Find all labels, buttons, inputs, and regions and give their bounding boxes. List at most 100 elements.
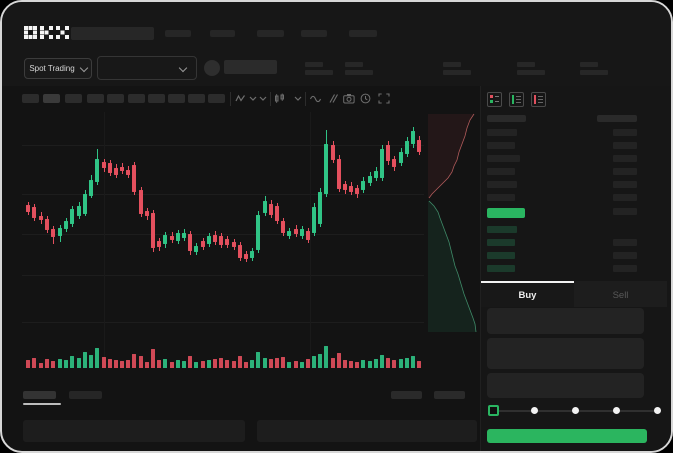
total-input[interactable] — [487, 373, 644, 398]
price-input[interactable] — [487, 308, 644, 334]
candle — [417, 140, 421, 152]
timeframe-button[interactable] — [107, 94, 124, 103]
timeframe-button[interactable] — [188, 94, 205, 103]
volume-bar — [132, 354, 136, 368]
candle — [380, 149, 384, 178]
volume-bar — [306, 359, 310, 368]
timeframe-button[interactable] — [22, 94, 39, 103]
timeframe-button[interactable] — [168, 94, 185, 103]
bid-row[interactable] — [487, 252, 515, 259]
volume-bar — [343, 360, 347, 368]
candle — [337, 159, 341, 189]
ask-row[interactable] — [487, 168, 515, 175]
wave-icon[interactable] — [310, 93, 322, 104]
tab-sell[interactable]: Sell — [574, 281, 667, 307]
ask-row[interactable] — [487, 194, 515, 201]
amount-input[interactable] — [487, 338, 644, 369]
ask-row[interactable] — [487, 142, 515, 149]
candle — [163, 235, 167, 244]
candle — [70, 209, 74, 224]
timeframe-button-active[interactable] — [43, 94, 60, 103]
pair-dropdown[interactable] — [97, 56, 197, 80]
ask-row[interactable] — [487, 181, 517, 188]
buy-submit-button[interactable] — [487, 429, 647, 443]
volume-bar — [139, 356, 143, 368]
book-split-icon[interactable] — [487, 92, 502, 107]
volume-bar — [70, 356, 74, 368]
pair-avatar[interactable] — [204, 60, 220, 76]
volume-bar — [269, 359, 273, 368]
nav-item[interactable] — [301, 30, 327, 37]
timeframe-button[interactable] — [128, 94, 145, 103]
volume-bar — [151, 349, 155, 368]
clock-icon[interactable] — [360, 93, 371, 104]
slider-stop-25[interactable] — [531, 407, 538, 414]
last-price-bar[interactable] — [487, 208, 525, 218]
volume-bar — [380, 355, 384, 368]
candlestick-chart[interactable] — [22, 110, 424, 378]
tab-buy[interactable]: Buy — [481, 281, 574, 307]
bottom-action[interactable] — [434, 391, 465, 399]
timeframe-button[interactable] — [148, 94, 165, 103]
parallel-lines-icon[interactable] — [328, 93, 339, 104]
candle — [83, 194, 87, 214]
active-tab-underline — [23, 403, 61, 405]
chevron-down-icon[interactable] — [249, 95, 257, 103]
ask-row[interactable] — [487, 129, 517, 136]
chevron-down-icon[interactable] — [259, 95, 267, 103]
candle — [281, 221, 285, 233]
candle — [411, 131, 415, 144]
amount-bar — [613, 155, 637, 162]
bid-row[interactable] — [487, 265, 515, 272]
volume-bar — [58, 359, 62, 368]
slider-stop-75[interactable] — [613, 407, 620, 414]
gridline — [22, 194, 424, 195]
search-placeholder[interactable] — [71, 27, 154, 40]
timeframe-button[interactable] — [208, 94, 225, 103]
volume-bar — [300, 362, 304, 368]
chevron-down-icon[interactable] — [294, 95, 302, 103]
slider-stop-0[interactable] — [488, 405, 499, 416]
slider-stop-50[interactable] — [572, 407, 579, 414]
candle — [361, 181, 365, 190]
market-type-selector[interactable]: Spot Trading — [24, 58, 92, 79]
book-sell-icon[interactable] — [531, 92, 546, 107]
expand-icon[interactable] — [378, 93, 390, 104]
book-buy-icon[interactable] — [509, 92, 524, 107]
timeframe-button[interactable] — [87, 94, 104, 103]
candle — [405, 141, 409, 154]
zigzag-icon[interactable] — [235, 93, 246, 104]
ask-row[interactable] — [487, 155, 520, 162]
candle — [126, 170, 130, 175]
bottom-tab-history[interactable] — [69, 391, 102, 399]
volume-bar — [77, 358, 81, 368]
slider-stop-100[interactable] — [654, 407, 661, 414]
bid-row[interactable] — [487, 226, 517, 233]
nav-item[interactable] — [165, 30, 191, 37]
volume-bar — [64, 360, 68, 368]
bottom-tab-open-orders[interactable] — [23, 391, 56, 399]
okx-logo[interactable] — [24, 26, 69, 39]
volume-bar — [368, 361, 372, 368]
nav-item[interactable] — [349, 30, 377, 37]
candle — [95, 159, 99, 182]
nav-item[interactable] — [210, 30, 235, 37]
volume-bar — [170, 362, 174, 368]
candle — [399, 152, 403, 163]
volume-bar — [318, 354, 322, 368]
volume-bar — [213, 359, 217, 368]
timeframe-button[interactable] — [65, 94, 82, 103]
candle — [324, 144, 328, 194]
bid-row[interactable] — [487, 239, 515, 246]
camera-icon[interactable] — [343, 93, 355, 104]
candle — [89, 180, 93, 196]
candle — [51, 229, 55, 237]
candle — [120, 167, 124, 171]
candles-icon[interactable] — [274, 93, 286, 104]
volume-bar — [294, 361, 298, 368]
nav-item[interactable] — [257, 30, 284, 37]
amount-bar — [613, 194, 637, 201]
volume-bar — [399, 359, 403, 368]
volume-bar — [349, 361, 353, 368]
bottom-action[interactable] — [391, 391, 422, 399]
